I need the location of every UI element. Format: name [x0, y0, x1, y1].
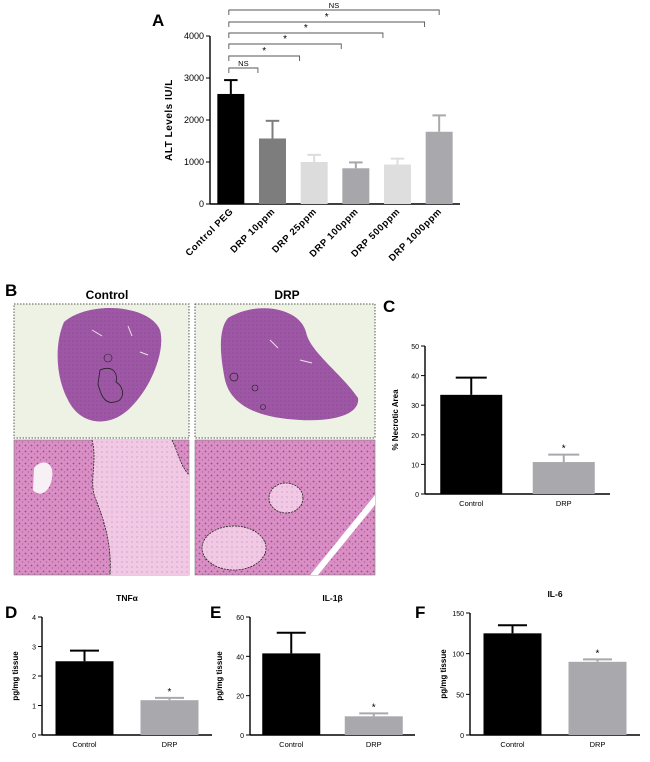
panel-label-a: A	[152, 11, 164, 30]
panel-label-b: B	[5, 281, 17, 300]
y-tick-label: 0	[199, 199, 204, 209]
bar	[440, 394, 503, 494]
comparison-label: *	[283, 34, 287, 45]
control-magnified-image	[13, 439, 190, 576]
category-label: DRP	[590, 740, 606, 749]
y-tick-label: 2	[32, 674, 36, 681]
category-label: Control	[459, 499, 484, 508]
category-label: Control	[279, 740, 304, 749]
comparison-label: *	[325, 12, 329, 23]
y-tick-label: 0	[460, 733, 464, 740]
comparison-bracket	[228, 67, 259, 73]
y-axis-label: pg/mg tissue	[439, 649, 448, 699]
comparison-label: *	[304, 23, 308, 34]
bar	[300, 162, 328, 204]
y-tick-label: 50	[411, 344, 419, 351]
bar	[384, 164, 411, 204]
chart-title: IL-1β	[322, 593, 342, 603]
y-axis-label: ALT Levels IU/L	[164, 79, 175, 161]
y-axis-label: % Necrotic Area	[391, 389, 400, 451]
y-tick-label: 1	[32, 704, 36, 711]
category-label: DRP	[556, 499, 572, 508]
bar	[55, 661, 114, 735]
bar	[483, 633, 542, 735]
bar	[425, 131, 453, 204]
y-axis-label: pg/mg tissue	[11, 651, 20, 701]
category-label: Control PEG	[184, 206, 236, 258]
category-label: DRP	[366, 740, 382, 749]
histology-panel: Control DRP	[13, 288, 376, 576]
y-tick-label: 4	[32, 615, 36, 622]
category-label: Control	[500, 740, 525, 749]
y-tick-label: 0	[32, 733, 36, 740]
bar	[140, 700, 199, 735]
panel-label-e: E	[210, 603, 221, 622]
panel-label-c: C	[383, 297, 395, 316]
significance-marker: *	[168, 687, 172, 698]
histology-drp-title: DRP	[274, 288, 299, 302]
bar	[259, 138, 286, 204]
comparison-bracket	[228, 9, 440, 15]
y-tick-label: 20	[236, 694, 244, 701]
chart-necrotic-area: 0 10 20 30 40 50 % Necrotic Area Control DRP *	[391, 344, 610, 508]
y-tick-label: 30	[411, 403, 419, 410]
comparison-label: *	[262, 46, 266, 57]
y-tick-label: 40	[236, 654, 244, 661]
comparison-bracket	[228, 55, 301, 61]
panel-label-d: D	[5, 603, 17, 622]
bar	[217, 93, 245, 204]
comparison-bracket	[228, 32, 384, 38]
significance-marker: *	[372, 702, 376, 713]
y-tick-label: 60	[236, 615, 244, 622]
y-tick-label: 40	[411, 374, 419, 381]
y-tick-label: 2000	[184, 115, 204, 125]
comparison-label: NS	[329, 1, 339, 10]
y-tick-label: 10	[411, 462, 419, 469]
bar	[342, 168, 370, 204]
y-tick-label: 150	[452, 611, 464, 618]
chart-title: IL-6	[547, 589, 562, 599]
chart-il-1-beta: 0 20 40 60 pg/mg tissue IL-1β Control DRP *	[215, 593, 415, 749]
y-tick-label: 1000	[184, 157, 204, 167]
y-tick-label: 3	[32, 645, 36, 652]
bar	[262, 653, 321, 735]
chart-alt-levels: 0 1000 2000 3000 4000 ALT Levels IU/L Control …	[164, 1, 460, 264]
significance-marker: *	[562, 444, 566, 455]
category-label: Control	[72, 740, 97, 749]
chart-il-6: 0 50 100 150 pg/mg tissue IL-6 Control DRP *	[439, 589, 640, 749]
y-axis-label: pg/mg tissue	[215, 651, 224, 701]
comparison-bracket	[228, 43, 342, 49]
chart-title: TNFα	[116, 593, 139, 603]
significance-marker: *	[596, 648, 600, 659]
bar	[532, 462, 595, 494]
drp-whole-section-image	[194, 303, 376, 439]
chart-tnf-alpha: 0 1 2 3 4 pg/mg tissue TNFα Control DRP *	[11, 593, 212, 749]
category-label: DRP	[162, 740, 178, 749]
y-tick-label: 50	[456, 692, 464, 699]
control-whole-section-image	[13, 303, 190, 439]
y-tick-label: 4000	[184, 31, 204, 41]
comparison-bracket	[228, 21, 426, 27]
panel-label-f: F	[415, 603, 425, 622]
y-tick-label: 100	[452, 652, 464, 659]
y-tick-label: 20	[411, 433, 419, 440]
y-tick-label: 3000	[184, 73, 204, 83]
bar	[344, 716, 403, 735]
y-tick-label: 0	[240, 733, 244, 740]
y-tick-label: 0	[415, 492, 419, 499]
drp-magnified-image	[194, 439, 376, 576]
bar	[568, 661, 627, 735]
comparison-label: NS	[238, 59, 248, 68]
histology-control-title: Control	[86, 288, 129, 302]
